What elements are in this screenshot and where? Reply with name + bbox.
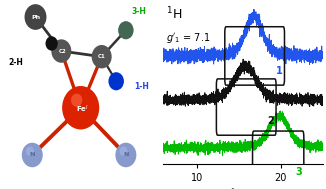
- Text: 2-H: 2-H: [9, 58, 23, 67]
- Text: $g'_{1}$ = 7.1: $g'_{1}$ = 7.1: [166, 31, 211, 45]
- Circle shape: [118, 21, 134, 39]
- Circle shape: [22, 143, 43, 167]
- Text: 1: 1: [276, 66, 282, 76]
- Circle shape: [46, 36, 58, 51]
- Text: C1: C1: [98, 54, 106, 59]
- Circle shape: [119, 146, 127, 156]
- Text: $^{1}$H: $^{1}$H: [166, 5, 183, 22]
- Text: 1-H: 1-H: [135, 82, 149, 91]
- Circle shape: [62, 86, 99, 129]
- Circle shape: [71, 94, 82, 107]
- Text: N: N: [123, 153, 128, 157]
- Text: C2: C2: [59, 49, 67, 53]
- Circle shape: [109, 72, 124, 90]
- Text: 2: 2: [267, 116, 274, 126]
- Circle shape: [115, 143, 136, 167]
- Circle shape: [51, 39, 71, 63]
- X-axis label: ν-ν₀($^{1}$H) (MHz): ν-ν₀($^{1}$H) (MHz): [210, 186, 275, 189]
- Circle shape: [92, 45, 112, 68]
- Text: N: N: [30, 153, 35, 157]
- Circle shape: [26, 146, 34, 156]
- Text: Fe$^{I}$: Fe$^{I}$: [76, 104, 89, 115]
- Circle shape: [24, 4, 47, 30]
- Text: Ph: Ph: [31, 15, 40, 19]
- Text: 3: 3: [295, 167, 302, 177]
- Text: 3-H: 3-H: [131, 7, 146, 16]
